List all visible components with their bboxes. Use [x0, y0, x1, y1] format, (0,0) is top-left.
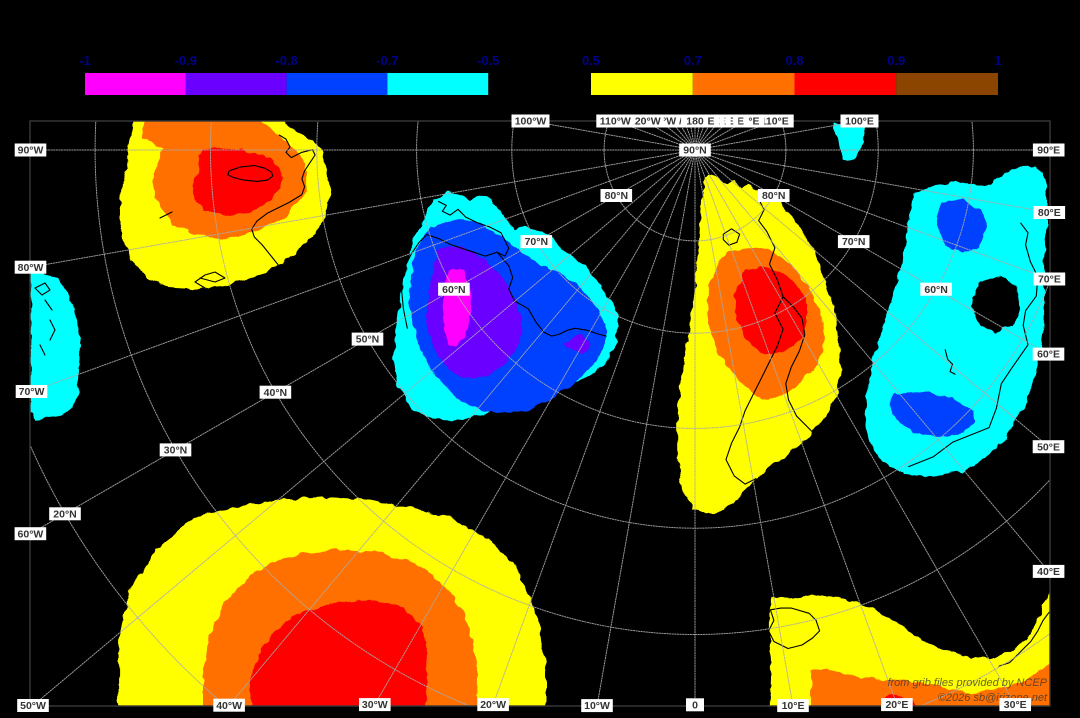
- svg-text:1: 1: [994, 53, 1001, 68]
- svg-text:60°N: 60°N: [442, 284, 465, 296]
- svg-text:from grib files provided by NC: from grib files provided by NCEP: [887, 677, 1047, 689]
- svg-text:90°W: 90°W: [18, 145, 44, 157]
- svg-text:180: 180: [686, 116, 704, 128]
- svg-text:30°E: 30°E: [1004, 699, 1027, 711]
- svg-text:100°W: 100°W: [515, 116, 547, 128]
- svg-text:50°N: 50°N: [356, 334, 379, 346]
- svg-text:20°N: 20°N: [53, 508, 76, 520]
- svg-text:0: 0: [692, 699, 698, 711]
- svg-text:0.9: 0.9: [887, 53, 905, 68]
- svg-text:110°E: 110°E: [761, 116, 789, 128]
- svg-text:50°E: 50°E: [1037, 441, 1060, 453]
- svg-text:70°W: 70°W: [19, 386, 45, 398]
- svg-text:70°E: 70°E: [1038, 274, 1061, 286]
- svg-text:80°N: 80°N: [605, 190, 628, 202]
- svg-text:70°N: 70°N: [525, 236, 548, 248]
- svg-text:110°W: 110°W: [600, 116, 631, 128]
- svg-text:60°E: 60°E: [1037, 349, 1060, 361]
- svg-text:90°N: 90°N: [683, 145, 706, 157]
- svg-text:-0.8: -0.8: [275, 53, 297, 68]
- svg-text:-0.7: -0.7: [376, 53, 398, 68]
- svg-text:40°W: 40°W: [216, 700, 242, 712]
- svg-text:60°W: 60°W: [18, 528, 44, 540]
- svg-text:80°W: 80°W: [18, 262, 44, 274]
- svg-text:20°E: 20°E: [885, 699, 908, 711]
- svg-text:60°N: 60°N: [924, 284, 947, 296]
- svg-text:0.8: 0.8: [785, 53, 803, 68]
- svg-text:-0.5: -0.5: [477, 53, 499, 68]
- svg-text:10°W: 10°W: [584, 700, 610, 712]
- svg-text:50°W: 50°W: [20, 700, 46, 712]
- svg-text:20°W: 20°W: [480, 699, 506, 711]
- svg-text:80°E: 80°E: [1038, 207, 1061, 219]
- svg-text:©2026 sb@irizone.net: ©2026 sb@irizone.net: [938, 692, 1048, 704]
- svg-text:70°N: 70°N: [842, 236, 865, 248]
- svg-text:0.5: 0.5: [582, 53, 600, 68]
- svg-text:40°N: 40°N: [264, 387, 287, 399]
- svg-text:30°N: 30°N: [164, 445, 187, 457]
- svg-text:10°E: 10°E: [782, 700, 805, 712]
- svg-text:30°W: 30°W: [362, 699, 388, 711]
- svg-text:90°E: 90°E: [1037, 145, 1060, 157]
- svg-text:40°E: 40°E: [1037, 566, 1060, 578]
- svg-text:100°E: 100°E: [845, 116, 874, 128]
- svg-text:-1: -1: [79, 53, 91, 68]
- svg-text:0.7: 0.7: [684, 53, 702, 68]
- svg-text:-0.9: -0.9: [175, 53, 197, 68]
- svg-text:80°N: 80°N: [762, 190, 785, 202]
